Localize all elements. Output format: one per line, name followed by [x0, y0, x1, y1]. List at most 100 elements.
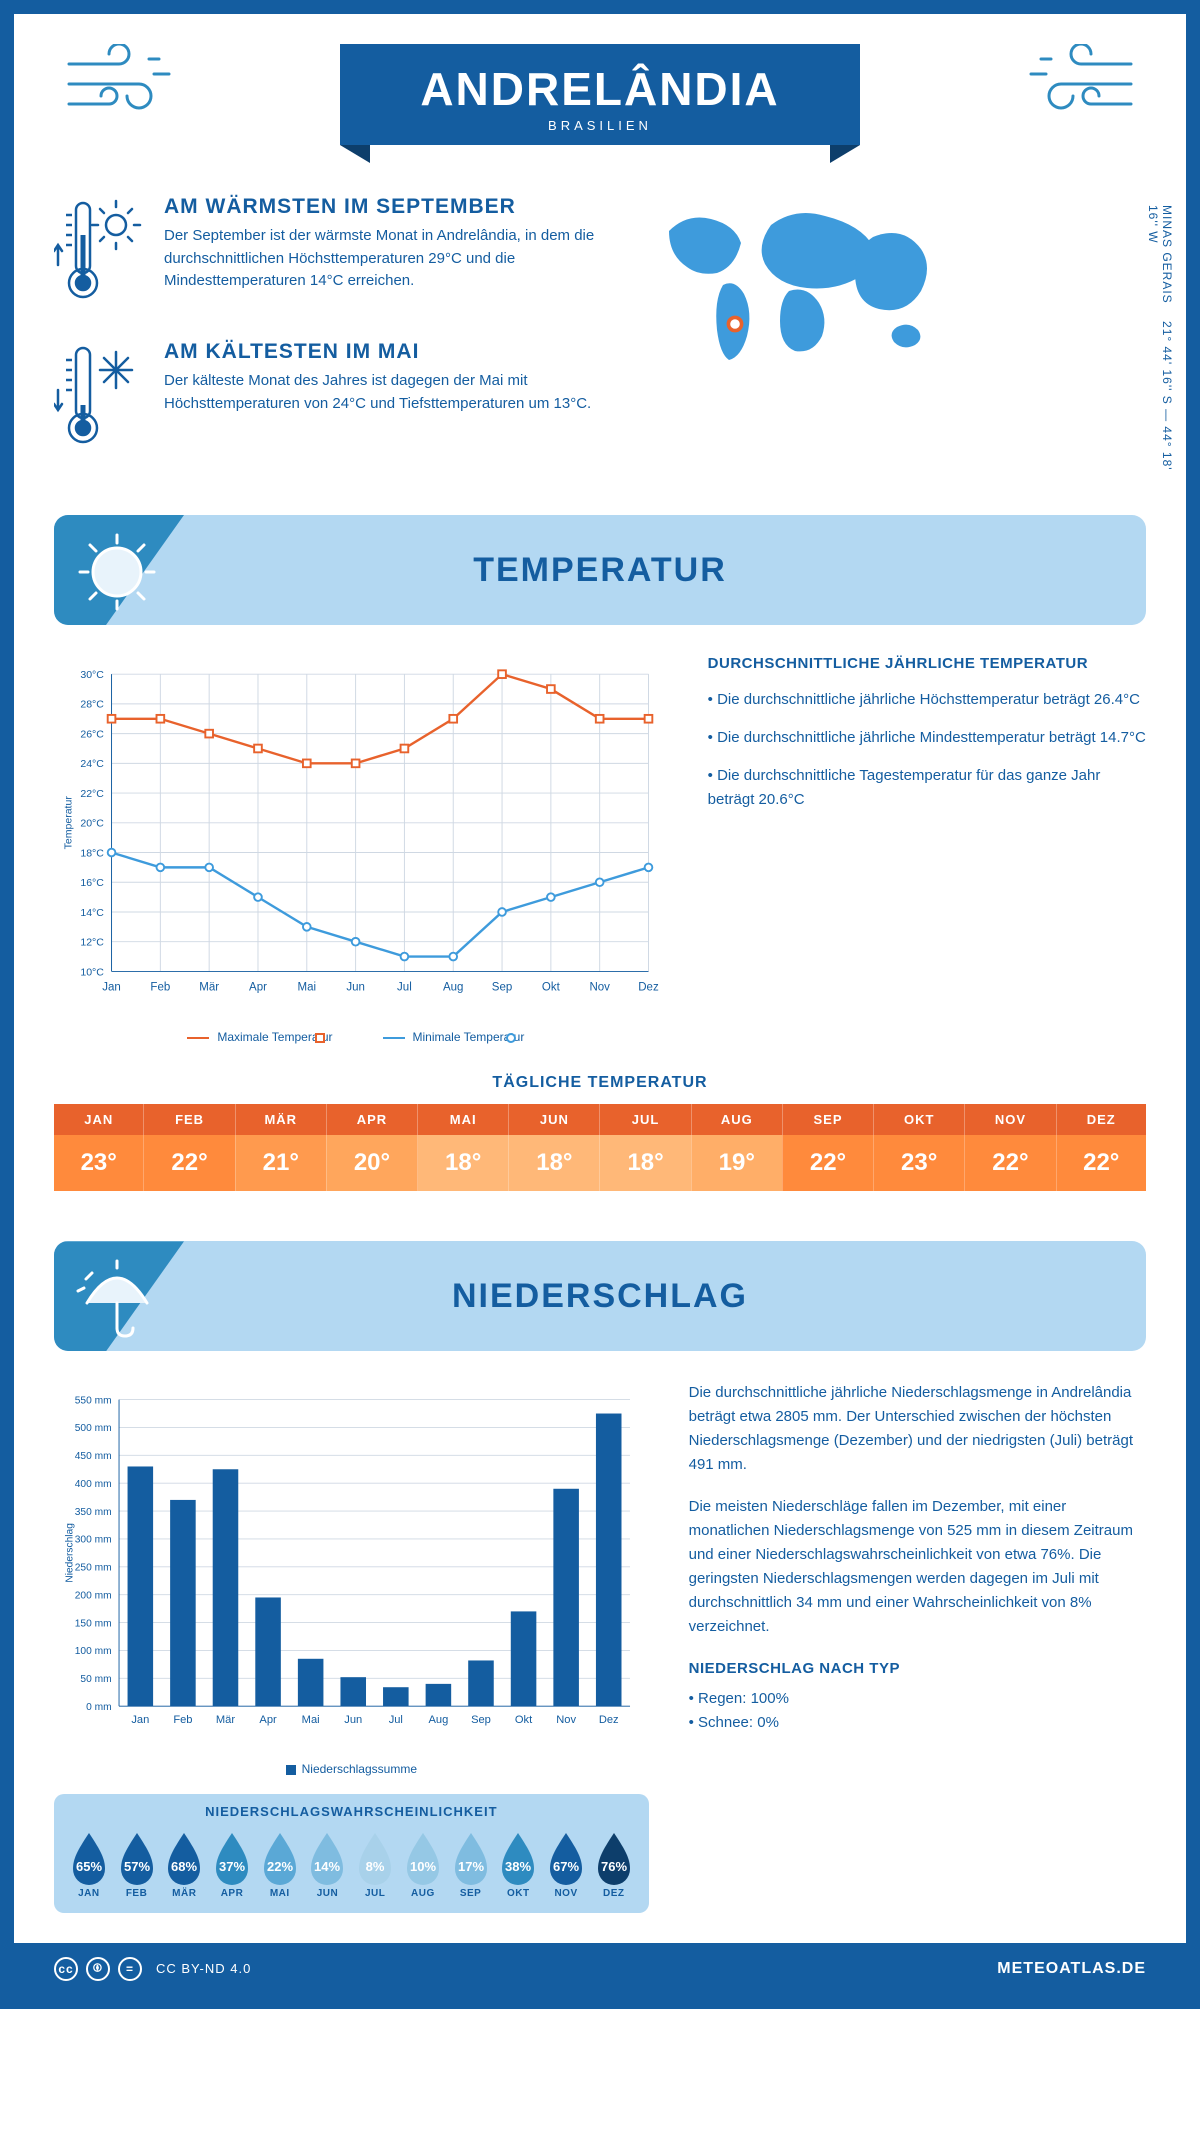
svg-text:68%: 68%	[171, 1859, 197, 1874]
umbrella-icon	[72, 1253, 162, 1348]
precip-type-line: • Regen: 100%	[689, 1687, 1146, 1711]
table-cell: 23°	[874, 1135, 965, 1191]
precipitation-bar-chart: 0 mm50 mm100 mm150 mm200 mm250 mm300 mm3…	[54, 1381, 649, 1776]
thermometer-sun-icon	[54, 195, 144, 310]
section-header-temperature: TEMPERATUR	[54, 515, 1146, 625]
svg-text:Dez: Dez	[599, 1714, 619, 1726]
svg-text:22°C: 22°C	[80, 788, 104, 800]
table-cell: 19°	[691, 1135, 782, 1191]
city-name: ANDRELÂNDIA	[420, 62, 780, 116]
svg-text:Okt: Okt	[542, 982, 561, 994]
coldest-title: AM KÄLTESTEN IM MAI	[164, 340, 605, 364]
temp-subtitle: DURCHSCHNITTLICHE JÄHRLICHE TEMPERATUR	[708, 655, 1146, 672]
svg-text:50 mm: 50 mm	[80, 1674, 111, 1685]
table-header: JUL	[600, 1104, 691, 1135]
wind-icon	[64, 44, 184, 124]
svg-text:Jul: Jul	[389, 1714, 403, 1726]
probability-drop: 17%SEP	[448, 1829, 494, 1899]
precip-type-title: NIEDERSCHLAG NACH TYP	[689, 1657, 1146, 1681]
wind-icon	[1016, 44, 1136, 124]
table-cell: 23°	[54, 1135, 144, 1191]
svg-text:Sep: Sep	[471, 1714, 491, 1726]
svg-text:20°C: 20°C	[80, 818, 104, 830]
table-header: APR	[326, 1104, 417, 1135]
svg-text:10°C: 10°C	[80, 966, 104, 978]
probability-drop: 37%APR	[209, 1829, 255, 1899]
svg-text:26°C: 26°C	[80, 728, 104, 740]
world-map-icon	[645, 195, 945, 368]
svg-text:10%: 10%	[410, 1859, 436, 1874]
probability-drop: 10%AUG	[400, 1829, 446, 1899]
probability-drop: 14%JUN	[305, 1829, 351, 1899]
table-header: NOV	[965, 1104, 1056, 1135]
svg-text:Mai: Mai	[302, 1714, 320, 1726]
svg-text:17%: 17%	[458, 1859, 484, 1874]
svg-text:450 mm: 450 mm	[75, 1451, 112, 1462]
table-header: DEZ	[1056, 1104, 1146, 1135]
svg-text:12°C: 12°C	[80, 937, 104, 949]
table-cell: 22°	[782, 1135, 873, 1191]
svg-text:300 mm: 300 mm	[75, 1535, 112, 1546]
svg-text:Nov: Nov	[589, 982, 610, 994]
svg-text:Aug: Aug	[428, 1714, 448, 1726]
warmest-title: AM WÄRMSTEN IM SEPTEMBER	[164, 195, 605, 219]
svg-text:Feb: Feb	[173, 1714, 192, 1726]
section-title: NIEDERSCHLAG	[54, 1277, 1146, 1316]
temp-bullet: • Die durchschnittliche Tagestemperatur …	[708, 764, 1146, 812]
svg-text:Jan: Jan	[102, 982, 121, 994]
table-cell: 21°	[235, 1135, 326, 1191]
table-header: SEP	[782, 1104, 873, 1135]
section-header-precipitation: NIEDERSCHLAG	[54, 1241, 1146, 1351]
temp-bullet: • Die durchschnittliche jährliche Mindes…	[708, 726, 1146, 750]
coldest-block: AM KÄLTESTEN IM MAI Der kälteste Monat d…	[54, 340, 605, 455]
svg-text:0 mm: 0 mm	[86, 1702, 112, 1713]
thermometer-snow-icon	[54, 340, 144, 455]
svg-text:Okt: Okt	[515, 1714, 533, 1726]
svg-text:Dez: Dez	[638, 982, 659, 994]
table-header: OKT	[874, 1104, 965, 1135]
chart-legend: Maximale Temperatur Minimale Temperatur	[54, 1030, 668, 1044]
section-title: TEMPERATUR	[54, 551, 1146, 590]
sun-icon	[72, 527, 162, 622]
svg-text:Apr: Apr	[259, 1714, 277, 1726]
warmest-text: Der September ist der wärmste Monat in A…	[164, 225, 605, 293]
precip-type-line: • Schnee: 0%	[689, 1711, 1146, 1735]
table-header: FEB	[144, 1104, 235, 1135]
coordinates: MINAS GERAIS 21° 44' 16'' S — 44° 18' 16…	[1146, 205, 1174, 485]
svg-text:150 mm: 150 mm	[75, 1619, 112, 1630]
svg-text:57%: 57%	[124, 1859, 150, 1874]
svg-text:Niederschlag: Niederschlag	[65, 1523, 76, 1583]
svg-text:38%: 38%	[505, 1859, 531, 1874]
svg-text:37%: 37%	[219, 1859, 245, 1874]
svg-text:350 mm: 350 mm	[75, 1507, 112, 1518]
footer: cc🅯= CC BY-ND 4.0 METEOATLAS.DE	[14, 1943, 1186, 1995]
table-header: MÄR	[235, 1104, 326, 1135]
table-cell: 22°	[1056, 1135, 1146, 1191]
svg-text:Aug: Aug	[443, 982, 463, 994]
probability-drop: 68%MÄR	[161, 1829, 207, 1899]
svg-text:8%: 8%	[366, 1859, 385, 1874]
table-cell: 22°	[144, 1135, 235, 1191]
temperature-line-chart: 10°C12°C14°C16°C18°C20°C22°C24°C26°C28°C…	[54, 655, 668, 1044]
svg-text:Mär: Mär	[199, 982, 219, 994]
prob-title: NIEDERSCHLAGSWAHRSCHEINLICHKEIT	[66, 1804, 637, 1819]
svg-text:500 mm: 500 mm	[75, 1424, 112, 1435]
svg-text:65%: 65%	[76, 1859, 102, 1874]
page: ANDRELÂNDIA BRASILIEN AM WÄRMSTEN IM SEP…	[0, 0, 1200, 2009]
bar-legend: Niederschlagssumme	[54, 1762, 649, 1776]
probability-drop: 67%NOV	[543, 1829, 589, 1899]
table-header: MAI	[418, 1104, 509, 1135]
svg-text:Jul: Jul	[397, 982, 412, 994]
table-cell: 20°	[326, 1135, 417, 1191]
daily-temp-table: JANFEBMÄRAPRMAIJUNJULAUGSEPOKTNOVDEZ 23°…	[54, 1104, 1146, 1191]
probability-drop: 65%JAN	[66, 1829, 112, 1899]
svg-text:Jan: Jan	[131, 1714, 149, 1726]
svg-text:Feb: Feb	[150, 982, 170, 994]
probability-drop: 8%JUL	[352, 1829, 398, 1899]
table-header: JUN	[509, 1104, 600, 1135]
probability-drop: 76%DEZ	[591, 1829, 637, 1899]
precipitation-probability-box: NIEDERSCHLAGSWAHRSCHEINLICHKEIT 65%JAN 57…	[54, 1794, 649, 1913]
svg-text:Temperatur: Temperatur	[62, 796, 74, 850]
svg-text:18°C: 18°C	[80, 847, 104, 859]
svg-text:550 mm: 550 mm	[75, 1396, 112, 1407]
